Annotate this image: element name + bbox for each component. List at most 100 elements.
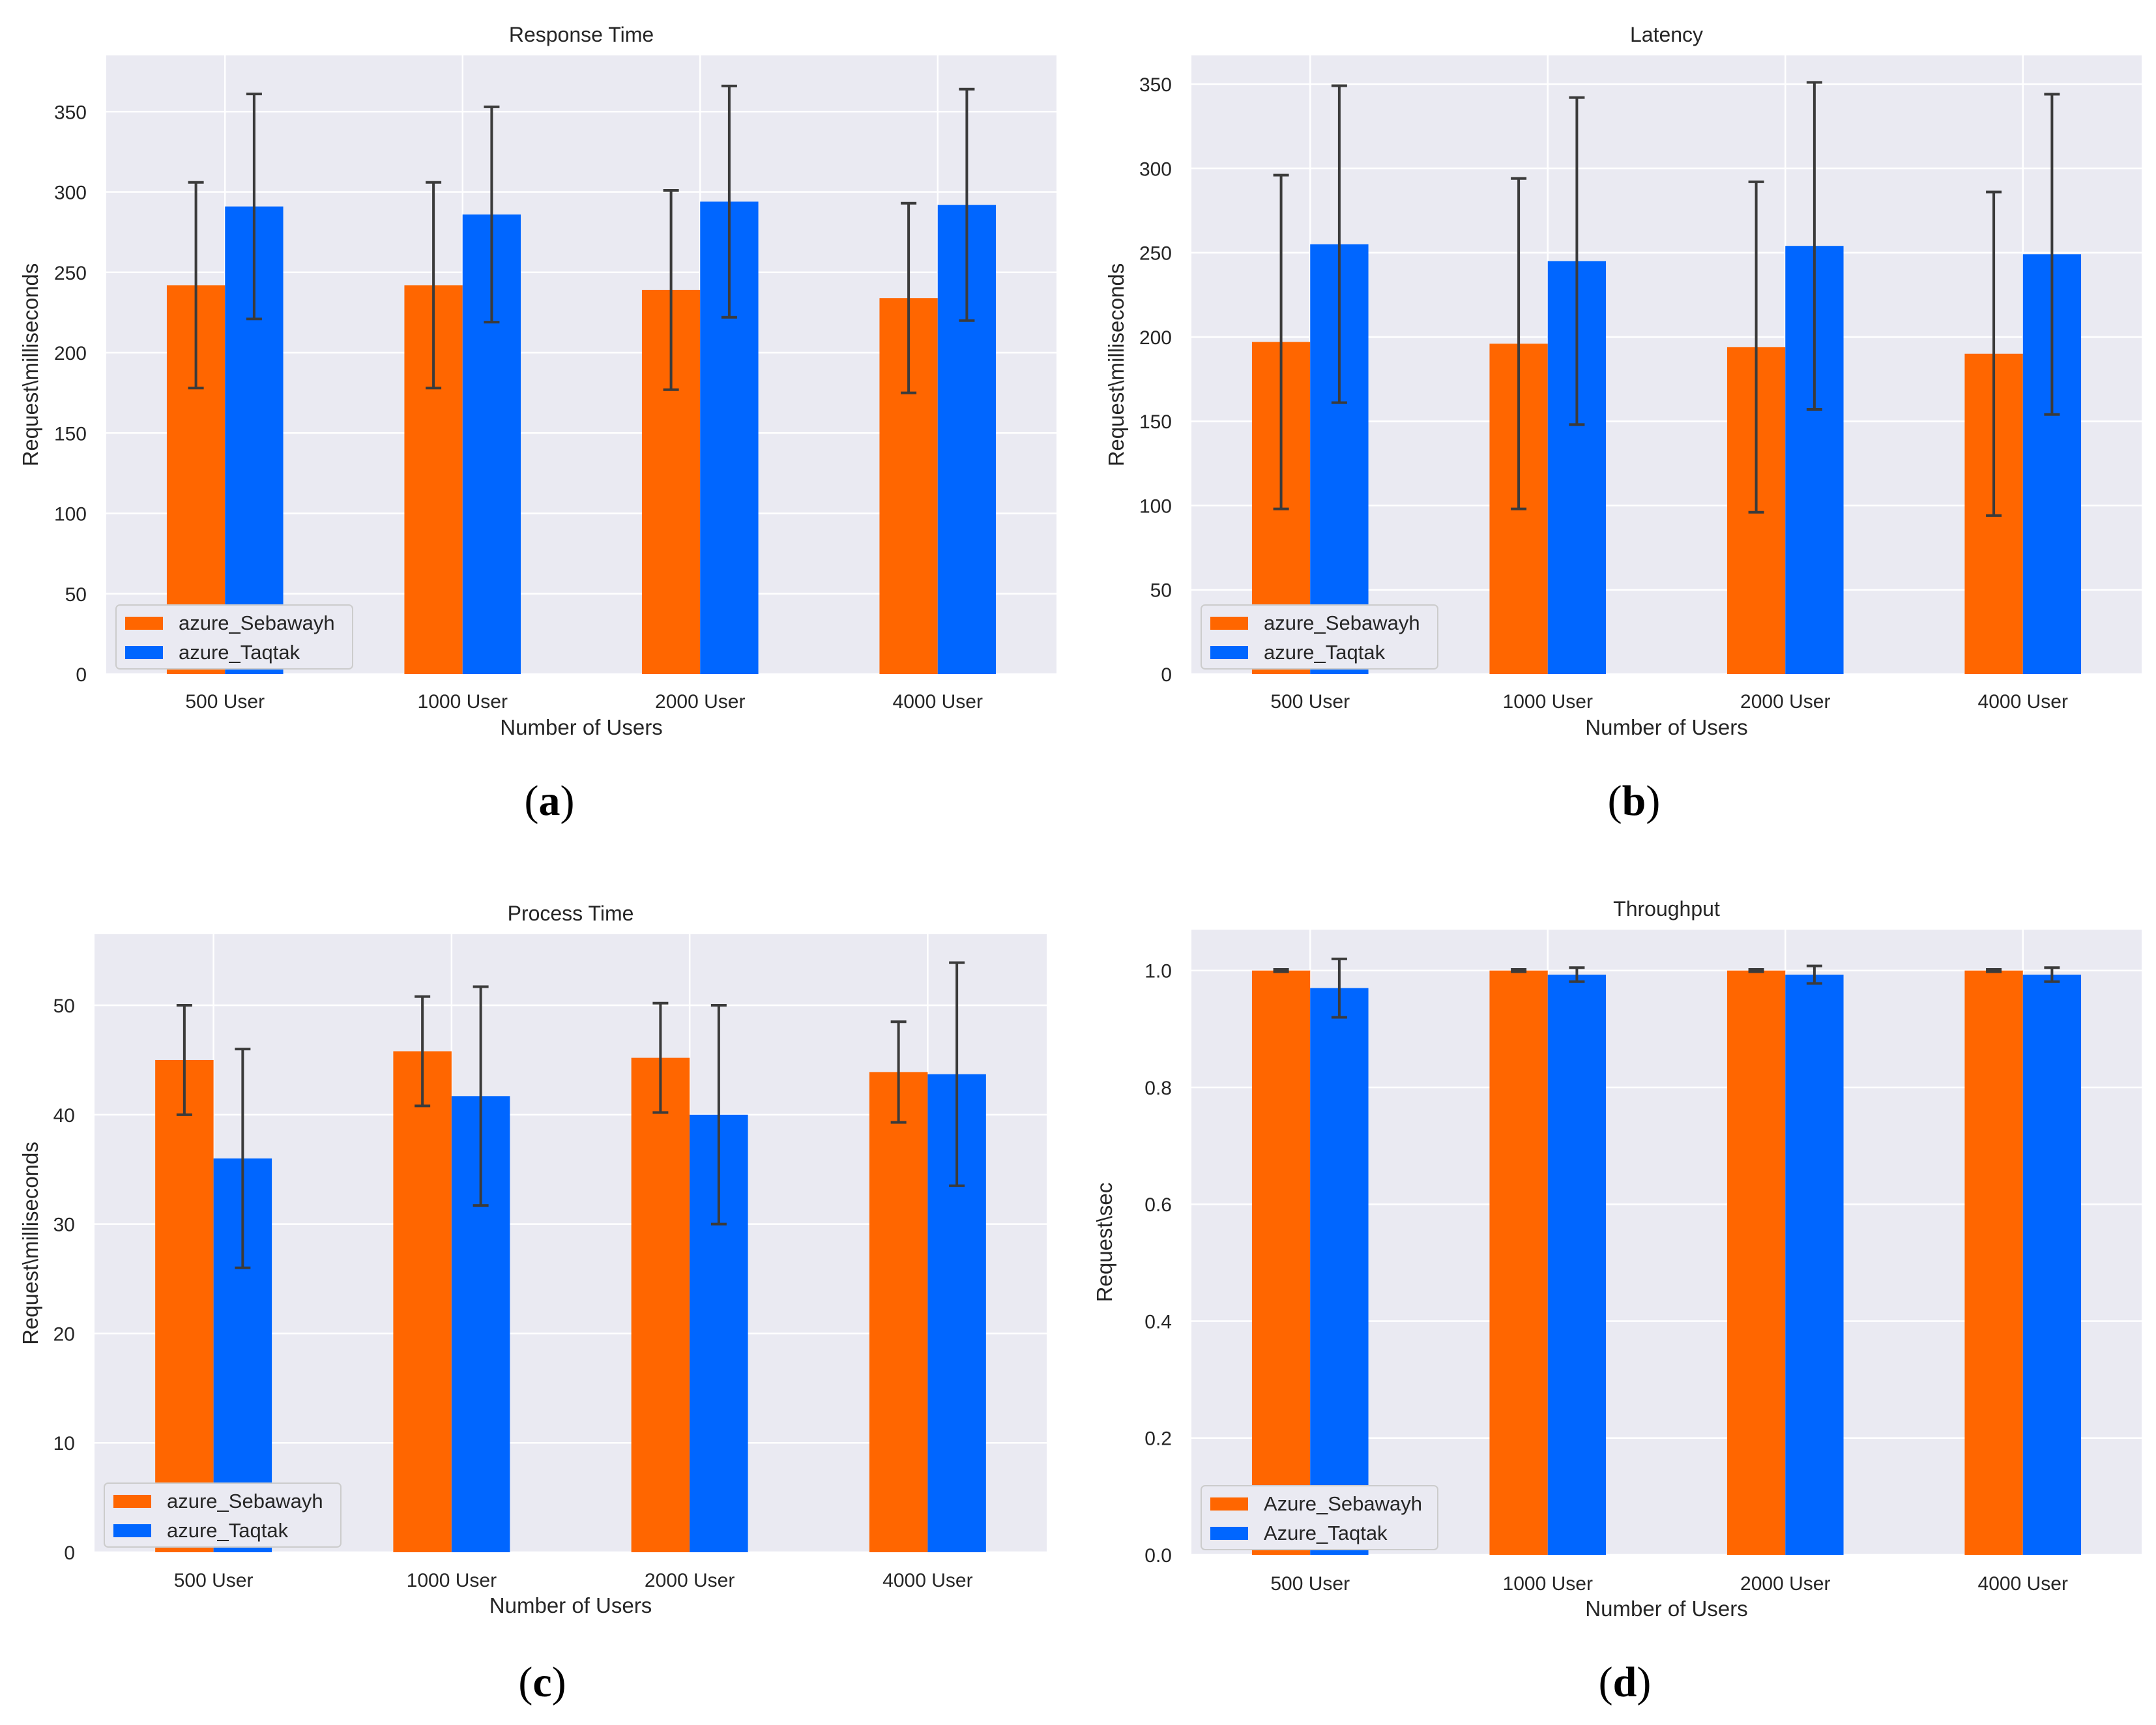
x-axis-label: Number of Users [489, 1593, 652, 1617]
bar-Azure_Taqtak-0 [1310, 988, 1369, 1555]
error-bar [652, 1001, 669, 1114]
bar-azure_Sebawayh-2 [631, 1057, 690, 1552]
x-axis-label: Number of Users [500, 715, 662, 739]
y-tick-label: 0 [1161, 664, 1172, 686]
caption-close-paren: ) [1637, 1659, 1651, 1706]
x-tick-label: 4000 User [1978, 691, 2068, 713]
y-tick-label: 350 [1139, 74, 1172, 96]
y-tick-label: 0 [76, 664, 87, 686]
bar-azure_Sebawayh-3 [869, 1072, 928, 1552]
y-tick-label: 150 [54, 423, 87, 445]
error-bar [235, 1048, 251, 1269]
error-bar [1273, 173, 1289, 510]
error-bar [949, 961, 965, 1187]
error-bar [721, 84, 737, 319]
error-bar [663, 189, 679, 391]
error-bar [2044, 966, 2060, 983]
legend-swatch [125, 646, 163, 659]
x-tick-label: 500 User [174, 1570, 254, 1591]
legend-swatch [1210, 1527, 1248, 1540]
legend-swatch [113, 1495, 151, 1508]
y-tick-label: 50 [53, 995, 75, 1017]
y-tick-label: 200 [54, 343, 87, 364]
caption-letter: b [1622, 777, 1646, 825]
caption-open-paren: ( [1608, 777, 1622, 825]
y-tick-label: 0.0 [1144, 1545, 1172, 1567]
x-axis-label: Number of Users [1585, 1597, 1747, 1621]
y-tick-label: 250 [1139, 243, 1172, 265]
legend-label: Azure_Taqtak [1264, 1522, 1388, 1544]
y-tick-label: 50 [65, 584, 87, 606]
y-tick-label: 350 [54, 102, 87, 123]
caption-close-paren: ) [552, 1659, 566, 1706]
error-bar [890, 1020, 907, 1124]
legend-swatch [1210, 617, 1248, 630]
chart-title: Response Time [509, 23, 654, 46]
chart-title: Process Time [508, 902, 634, 925]
legend: azure_Sebawayh azure_Taqtak [104, 1482, 342, 1548]
bar-azure_Sebawayh-0 [155, 1059, 214, 1552]
x-tick-label: 4000 User [1978, 1573, 2068, 1595]
x-tick-label: 1000 User [407, 1570, 497, 1591]
legend-label: azure_Sebawayh [1264, 612, 1420, 634]
error-bar [1331, 957, 1347, 1019]
bar-Azure_Sebawayh-1 [1489, 970, 1548, 1555]
y-tick-label: 10 [53, 1433, 75, 1454]
y-tick-label: 300 [1139, 158, 1172, 180]
error-bar [901, 201, 917, 394]
error-bar [1986, 967, 2002, 973]
legend-label: azure_Taqtak [179, 641, 300, 664]
y-tick-label: 100 [54, 504, 87, 525]
legend-box [104, 1482, 342, 1548]
error-bar [1569, 96, 1585, 426]
caption-open-paren: ( [518, 1659, 532, 1706]
panel-caption: (d) [1599, 1659, 1652, 1706]
x-axis-label: Number of Users [1585, 715, 1747, 739]
x-tick-label: 500 User [1270, 691, 1350, 713]
caption-letter: a [539, 777, 561, 825]
error-bar [1569, 966, 1585, 983]
legend-box [1201, 1485, 1438, 1550]
y-tick-label: 0 [64, 1542, 75, 1564]
error-bar [710, 1004, 727, 1226]
bar-Azure_Taqtak-1 [1547, 975, 1607, 1555]
legend: azure_Sebawayh azure_Taqtak [1201, 604, 1438, 670]
legend-label: azure_Taqtak [167, 1519, 289, 1542]
error-bar [484, 105, 500, 324]
y-axis-label: Request\milliseconds [18, 263, 42, 467]
chart-panel-a: 0 50 100 150 200 250 300 350 500 User 1000 User 20… [18, 23, 1056, 825]
x-tick-label: 1000 User [1503, 691, 1593, 713]
x-tick-label: 500 User [185, 691, 265, 713]
error-bar [415, 995, 431, 1108]
legend: Azure_Sebawayh Azure_Taqtak [1201, 1485, 1438, 1550]
error-bar [1511, 967, 1527, 973]
y-tick-label: 250 [54, 263, 87, 284]
bar-Azure_Sebawayh-2 [1726, 970, 1786, 1555]
y-tick-label: 0.6 [1144, 1194, 1172, 1216]
legend-box [115, 604, 353, 670]
error-bar [959, 87, 975, 322]
legend-label: azure_Sebawayh [167, 1490, 323, 1512]
x-tick-label: 2000 User [1740, 691, 1830, 713]
caption-close-paren: ) [561, 777, 575, 825]
legend-swatch [1210, 646, 1248, 659]
caption-open-paren: ( [1599, 1659, 1613, 1706]
panel-caption: (b) [1608, 777, 1661, 825]
bar-Azure_Taqtak-3 [2022, 975, 2082, 1555]
y-tick-label: 0.8 [1144, 1078, 1172, 1099]
error-bar [1331, 84, 1347, 404]
error-bar [1748, 967, 1764, 973]
legend-label: azure_Sebawayh [179, 612, 335, 634]
chart-title: Throughput [1613, 897, 1720, 921]
error-bar [188, 181, 204, 390]
x-tick-label: 4000 User [893, 691, 983, 713]
error-bar [1806, 964, 1822, 985]
legend-label: Azure_Sebawayh [1264, 1492, 1422, 1515]
y-tick-label: 50 [1150, 580, 1172, 602]
x-tick-label: 4000 User [882, 1570, 972, 1591]
error-bar [1806, 81, 1822, 411]
y-tick-label: 30 [53, 1215, 75, 1236]
y-tick-label: 200 [1139, 327, 1172, 349]
legend-swatch [1210, 1497, 1248, 1511]
y-tick-label: 20 [53, 1323, 75, 1345]
